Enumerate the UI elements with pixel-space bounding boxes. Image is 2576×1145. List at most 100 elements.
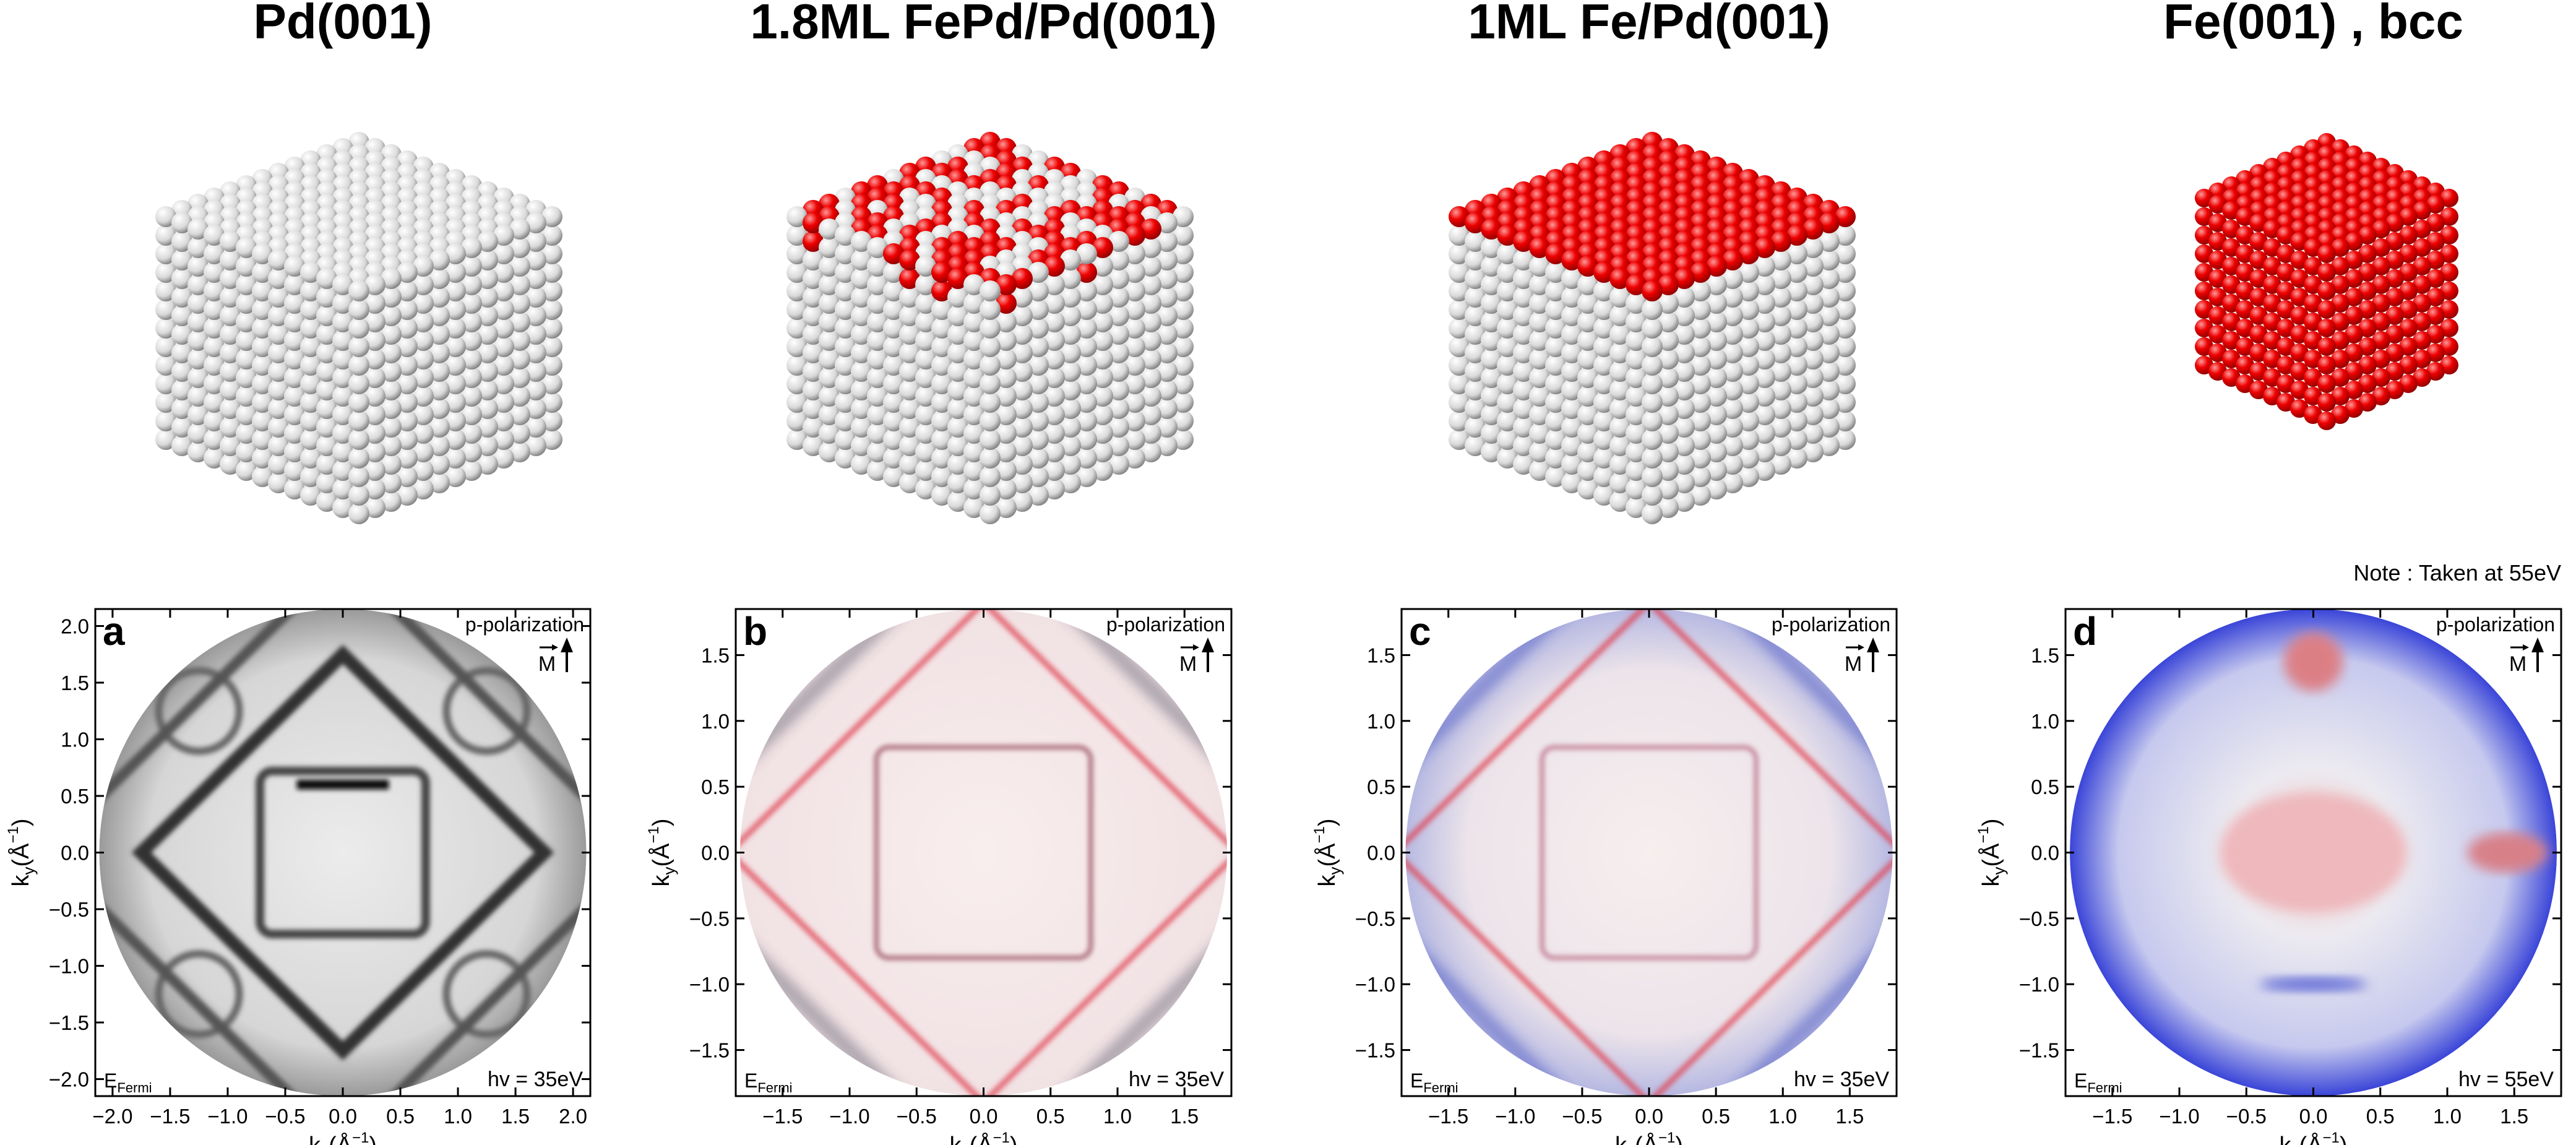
atom xyxy=(187,237,209,258)
atom xyxy=(413,386,434,407)
atom xyxy=(509,423,530,444)
atom xyxy=(381,379,402,400)
atom xyxy=(1803,218,1824,240)
atom xyxy=(1044,311,1065,332)
atom xyxy=(525,231,546,252)
atom xyxy=(803,435,824,456)
atom xyxy=(1835,410,1856,431)
atom xyxy=(996,423,1017,444)
atom xyxy=(1770,398,1791,419)
atom xyxy=(1593,410,1614,431)
atom xyxy=(187,386,209,407)
atom xyxy=(1497,318,1518,339)
y-tick-label: −0.5 xyxy=(689,907,730,930)
atom xyxy=(187,423,209,444)
atom xyxy=(284,441,305,462)
atom xyxy=(1449,429,1470,450)
y-tick-label: 1.5 xyxy=(2031,644,2059,667)
atom xyxy=(1012,417,1033,438)
atom xyxy=(819,367,840,388)
atom xyxy=(204,225,225,246)
atom xyxy=(947,305,968,326)
atom xyxy=(1577,423,1598,444)
x-tick-label: −0.5 xyxy=(2226,1105,2267,1128)
y-axis-label-part: −1 xyxy=(1311,826,1328,843)
atom xyxy=(803,231,824,252)
atom xyxy=(1028,299,1049,320)
atom-cube xyxy=(155,132,562,524)
atom xyxy=(803,361,824,382)
x-tick-label: 0.5 xyxy=(1702,1105,1730,1128)
atom xyxy=(187,293,209,314)
map-feature xyxy=(131,644,554,1061)
atom xyxy=(1481,293,1502,314)
atom xyxy=(1754,367,1775,388)
atom xyxy=(786,280,808,301)
atom xyxy=(1012,454,1033,475)
atom xyxy=(899,287,920,308)
atom xyxy=(1012,324,1033,345)
atom xyxy=(204,410,225,431)
atom xyxy=(1465,398,1486,419)
atom xyxy=(931,373,952,394)
atom xyxy=(915,367,936,388)
atom xyxy=(1609,491,1630,512)
x-tick-label: 0.0 xyxy=(329,1105,357,1128)
y-axis-label-part: ) xyxy=(1314,818,1340,826)
atom xyxy=(316,491,337,512)
atom xyxy=(397,299,418,320)
atom xyxy=(413,478,434,499)
atom xyxy=(947,324,968,345)
atom xyxy=(1044,460,1065,481)
x-tick-label: 1.0 xyxy=(444,1105,472,1128)
atom xyxy=(947,361,968,382)
atom xyxy=(1609,361,1630,382)
atom xyxy=(867,460,888,481)
atom xyxy=(509,386,530,407)
map-feature xyxy=(256,766,430,939)
atom xyxy=(477,435,498,456)
map-feature xyxy=(2283,632,2343,691)
energy-label-part: E xyxy=(2074,1069,2087,1092)
atom xyxy=(316,305,337,326)
atom xyxy=(1642,373,1663,394)
atom xyxy=(284,423,305,444)
atom xyxy=(509,441,530,462)
atom xyxy=(1481,311,1502,332)
atom xyxy=(1642,336,1663,357)
atom xyxy=(947,491,968,512)
atom xyxy=(477,379,498,400)
atom xyxy=(1157,435,1178,456)
map-feature xyxy=(1540,745,1759,961)
atom xyxy=(364,367,386,388)
atom xyxy=(819,311,840,332)
atom xyxy=(963,423,984,444)
atom xyxy=(1497,243,1518,264)
map-feature xyxy=(442,667,531,755)
atom xyxy=(1060,268,1081,289)
energy-label: EFermi xyxy=(744,1069,793,1095)
atom xyxy=(1738,466,1759,487)
atom xyxy=(883,447,904,469)
atom xyxy=(252,299,273,320)
atom xyxy=(899,398,920,419)
atom xyxy=(899,268,920,289)
atom xyxy=(1108,361,1129,382)
atom xyxy=(1140,311,1161,332)
atom xyxy=(1722,249,1743,270)
arpes-map xyxy=(99,609,587,1096)
atom xyxy=(541,355,562,376)
atom xyxy=(1092,423,1113,444)
atom xyxy=(1497,299,1518,320)
atom xyxy=(1060,454,1081,475)
photon-energy: hv = 35eV xyxy=(1129,1068,1224,1091)
energy-label-part: Fermi xyxy=(2087,1080,2122,1095)
x-tick-label: −1.5 xyxy=(2092,1105,2132,1128)
atom xyxy=(1674,268,1695,289)
atom xyxy=(397,262,418,283)
atom xyxy=(1545,262,1566,283)
atom xyxy=(268,379,289,400)
atom xyxy=(1076,336,1097,357)
atom xyxy=(1674,361,1695,382)
atom xyxy=(1835,299,1856,320)
